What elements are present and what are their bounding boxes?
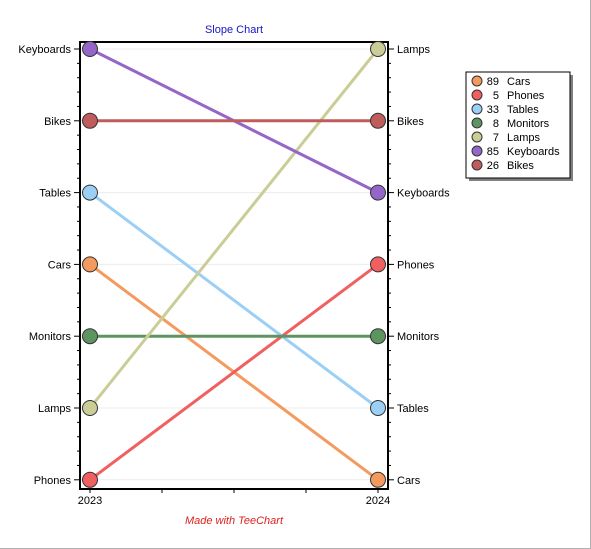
- legend-label: Monitors: [507, 118, 550, 130]
- right-category-label: Cars: [397, 475, 421, 487]
- left-category-label: Monitors: [29, 331, 72, 343]
- right-category-label: Monitors: [397, 331, 440, 343]
- legend-label: Bikes: [507, 160, 534, 172]
- legend-label: Keyboards: [507, 146, 560, 158]
- legend-label: Cars: [507, 76, 531, 88]
- legend-value: 5: [493, 90, 499, 102]
- legend-marker: [471, 117, 483, 129]
- legend-marker: [471, 75, 483, 87]
- left-category-label: Cars: [48, 259, 72, 271]
- point-2023-bikes: [82, 112, 98, 129]
- right-category-label: Lamps: [397, 44, 431, 56]
- legend-value: 7: [493, 132, 499, 144]
- point-2024-keyboards: [370, 184, 386, 201]
- legend-marker: [471, 145, 483, 157]
- x-axis-label: 2024: [366, 495, 390, 507]
- series-line-tables: [88, 191, 380, 410]
- point-2024-bikes: [370, 112, 386, 129]
- point-2024-lamps: [370, 41, 386, 57]
- right-category-label: Keyboards: [397, 188, 450, 200]
- legend-label: Tables: [507, 104, 539, 116]
- point-2023-lamps: [82, 400, 98, 416]
- right-category-label: Phones: [397, 259, 435, 271]
- legend-value: 85: [487, 146, 499, 158]
- x-axis-label: 2023: [78, 495, 102, 507]
- right-category-label: Tables: [397, 403, 429, 415]
- legend-marker: [471, 159, 483, 171]
- series-line-lamps: [88, 47, 380, 410]
- legend-label: Phones: [507, 90, 545, 102]
- legend-value: 33: [487, 104, 499, 116]
- chart-footer: Made with TeeChart: [185, 515, 284, 527]
- axis-ticks: [74, 48, 394, 493]
- point-2024-phones: [370, 256, 386, 273]
- x-axis-labels: 2023 2024: [78, 495, 390, 507]
- plot-area: [79, 41, 389, 490]
- category-labels: Keyboards Bikes Tables Cars Monitors Lamps Pho…: [18, 44, 450, 487]
- point-2023-monitors: [82, 328, 98, 345]
- chart-title: Slope Chart: [205, 24, 263, 36]
- left-category-label: Keyboards: [18, 44, 71, 56]
- legend-value: 8: [493, 118, 499, 130]
- legend-label: Lamps: [507, 132, 541, 144]
- point-2023-tables: [82, 184, 98, 201]
- point-2023-cars: [82, 256, 98, 273]
- series-line-phones: [88, 262, 380, 482]
- point-2024-cars: [370, 471, 386, 488]
- point-2023-phones: [82, 471, 98, 488]
- left-category-label: Lamps: [38, 403, 72, 415]
- legend-value: 26: [487, 160, 499, 172]
- legend-marker: [471, 89, 483, 101]
- point-2023-keyboards: [82, 41, 98, 57]
- legend-value: 89: [487, 76, 499, 88]
- series-lines: [88, 47, 380, 482]
- left-category-label: Phones: [34, 475, 72, 487]
- legend-marker: [471, 131, 483, 143]
- left-category-label: Tables: [39, 188, 71, 200]
- legend: 89 Cars 5 Phones 33 Tables 8 Monitors 7 Lamps 85 Ke…: [465, 71, 573, 181]
- gridlines: [80, 48, 388, 481]
- right-category-label: Bikes: [397, 116, 424, 128]
- point-2024-tables: [370, 400, 386, 416]
- legend-box: [465, 71, 571, 179]
- left-category-label: Bikes: [44, 116, 71, 128]
- point-2024-monitors: [370, 328, 386, 345]
- series-markers: [82, 41, 386, 488]
- legend-marker: [471, 103, 483, 115]
